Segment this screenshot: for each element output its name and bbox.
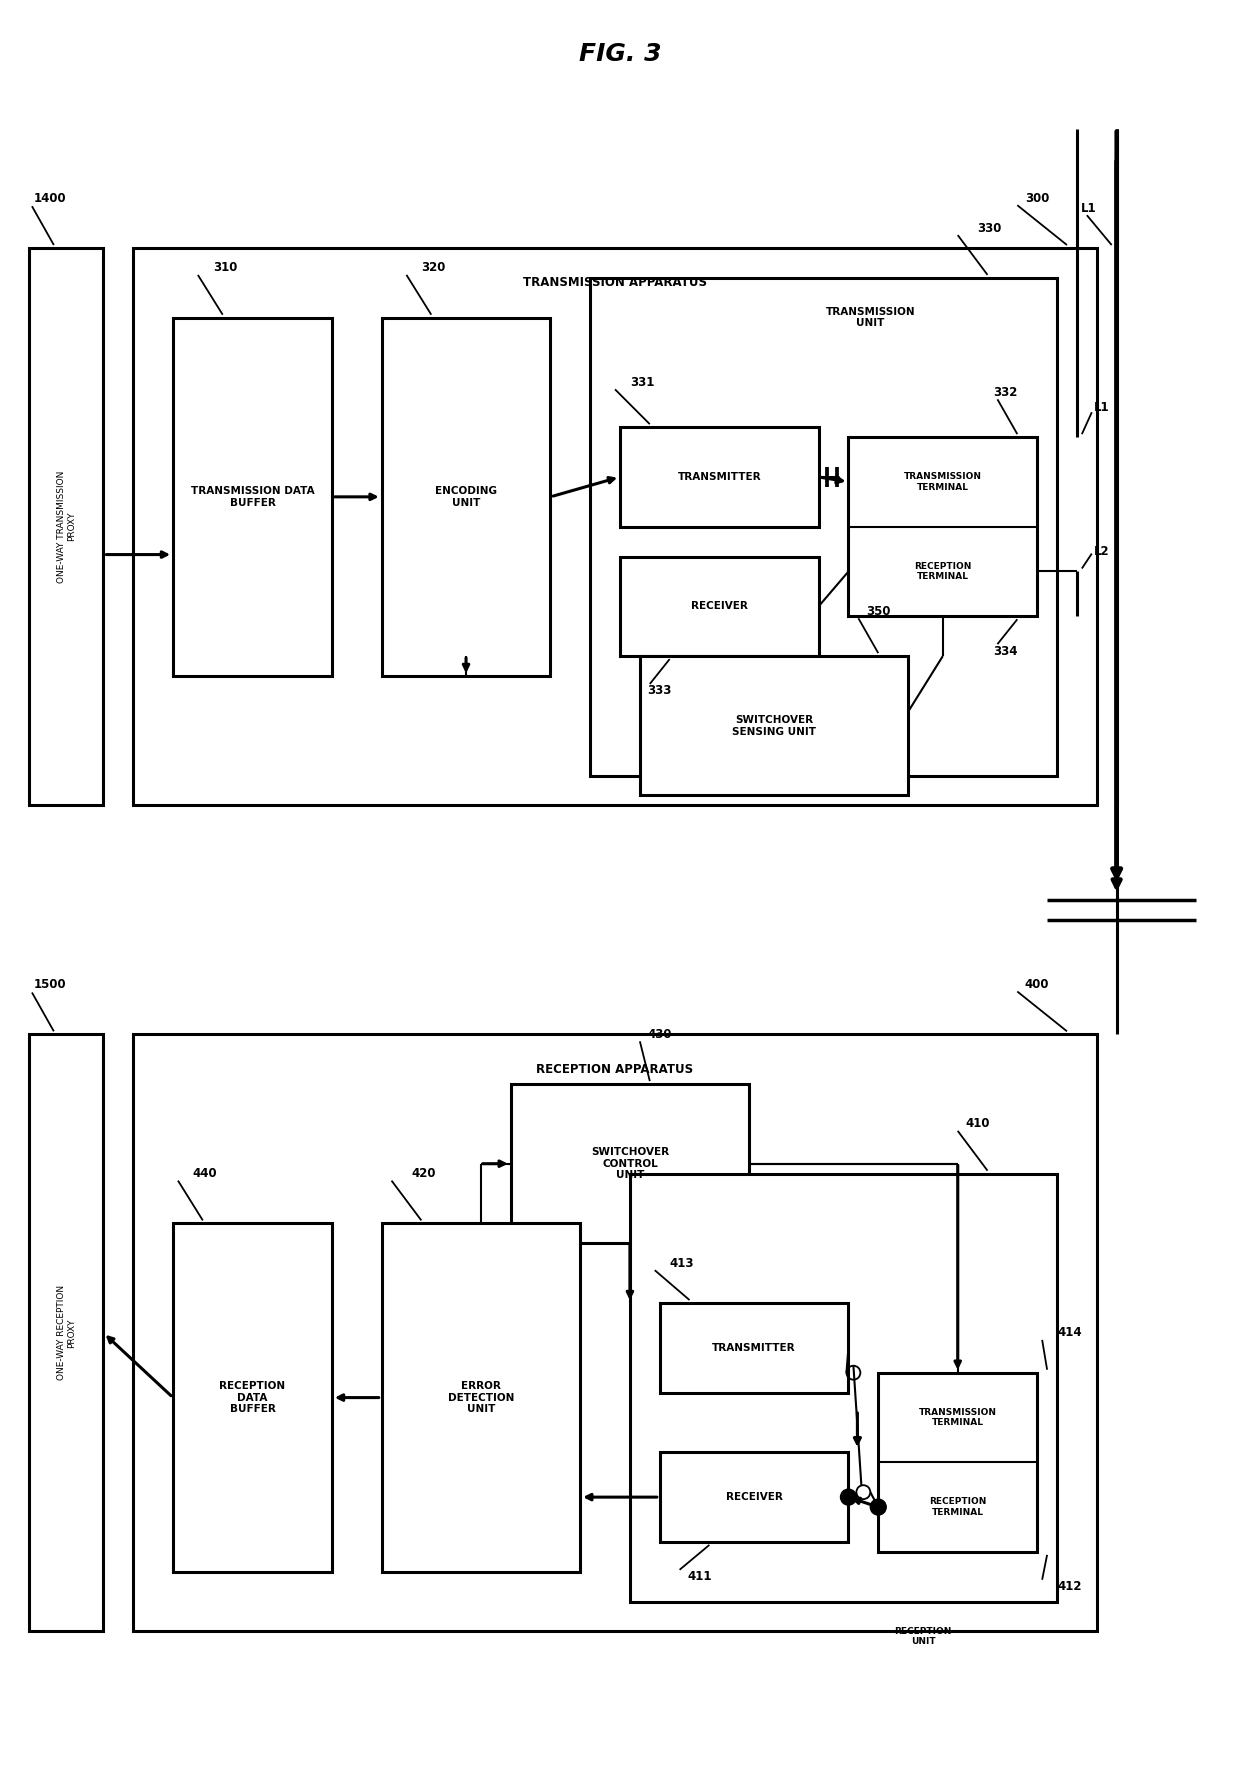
Text: TRANSMITTER: TRANSMITTER (677, 472, 761, 483)
Text: 420: 420 (412, 1168, 436, 1180)
Bar (590, 279, 1056, 776)
Text: 310: 310 (213, 261, 237, 275)
Text: RECEPTION
TERMINAL: RECEPTION TERMINAL (929, 1498, 986, 1518)
Circle shape (841, 1489, 857, 1505)
Text: TRANSMISSION DATA
BUFFER: TRANSMISSION DATA BUFFER (191, 486, 314, 508)
Bar (382, 1223, 580, 1573)
Text: SWITCHOVER
SENSING UNIT: SWITCHOVER SENSING UNIT (732, 715, 816, 737)
Text: RECEPTION
UNIT: RECEPTION UNIT (894, 1626, 951, 1645)
Text: 300: 300 (1025, 192, 1049, 204)
Text: 410: 410 (965, 1118, 990, 1131)
Text: RECEIVER: RECEIVER (691, 602, 748, 611)
Bar (511, 1085, 749, 1242)
Bar (29, 1035, 103, 1631)
Bar (848, 437, 1037, 616)
Bar (620, 557, 818, 657)
Text: L1: L1 (1094, 401, 1110, 414)
Text: 332: 332 (993, 385, 1017, 399)
Bar (133, 249, 1096, 806)
Bar (620, 428, 818, 527)
Bar (878, 1372, 1037, 1551)
Bar (640, 657, 908, 795)
Text: 414: 414 (1056, 1326, 1081, 1340)
Text: 400: 400 (1025, 978, 1049, 990)
Text: 413: 413 (670, 1257, 694, 1269)
Text: ONE-WAY TRANSMISSION
PROXY: ONE-WAY TRANSMISSION PROXY (57, 470, 76, 582)
Text: 411: 411 (687, 1571, 712, 1583)
Bar (29, 249, 103, 806)
Text: 320: 320 (422, 261, 445, 275)
Bar (630, 1173, 1056, 1601)
Text: 1500: 1500 (33, 978, 67, 990)
Text: RECEPTION APPARATUS: RECEPTION APPARATUS (537, 1063, 693, 1076)
Text: L2: L2 (1094, 545, 1110, 557)
Text: 350: 350 (866, 605, 890, 618)
Text: 331: 331 (630, 376, 655, 389)
Text: RECEIVER: RECEIVER (725, 1493, 782, 1502)
Bar (133, 1035, 1096, 1631)
Text: 1400: 1400 (33, 192, 67, 204)
Bar (660, 1303, 848, 1393)
Bar (660, 1452, 848, 1542)
Bar (174, 318, 332, 676)
Text: 412: 412 (1056, 1580, 1081, 1594)
Text: TRANSMISSION APPARATUS: TRANSMISSION APPARATUS (523, 277, 707, 289)
Text: 430: 430 (647, 1028, 672, 1040)
Text: ERROR
DETECTION
UNIT: ERROR DETECTION UNIT (448, 1381, 515, 1415)
Text: ONE-WAY RECEPTION
PROXY: ONE-WAY RECEPTION PROXY (57, 1285, 76, 1381)
Text: SWITCHOVER
CONTROL
UNIT: SWITCHOVER CONTROL UNIT (591, 1147, 670, 1180)
Text: FIG. 3: FIG. 3 (579, 43, 661, 66)
Text: 334: 334 (993, 644, 1017, 657)
Text: 333: 333 (647, 685, 672, 698)
Text: TRANSMISSION
TERMINAL: TRANSMISSION TERMINAL (919, 1408, 997, 1427)
Bar (382, 318, 551, 676)
Text: RECEPTION
TERMINAL: RECEPTION TERMINAL (914, 563, 971, 580)
Text: TRANSMISSION
TERMINAL: TRANSMISSION TERMINAL (904, 472, 982, 492)
Circle shape (870, 1500, 887, 1516)
Text: L1: L1 (1081, 202, 1096, 215)
Text: ENCODING
UNIT: ENCODING UNIT (435, 486, 497, 508)
Text: 330: 330 (977, 222, 1002, 234)
Text: 440: 440 (193, 1168, 217, 1180)
Text: TRANSMISSION
UNIT: TRANSMISSION UNIT (826, 307, 915, 328)
Text: RECEPTION
DATA
BUFFER: RECEPTION DATA BUFFER (219, 1381, 285, 1415)
Bar (174, 1223, 332, 1573)
Text: TRANSMITTER: TRANSMITTER (712, 1344, 796, 1353)
